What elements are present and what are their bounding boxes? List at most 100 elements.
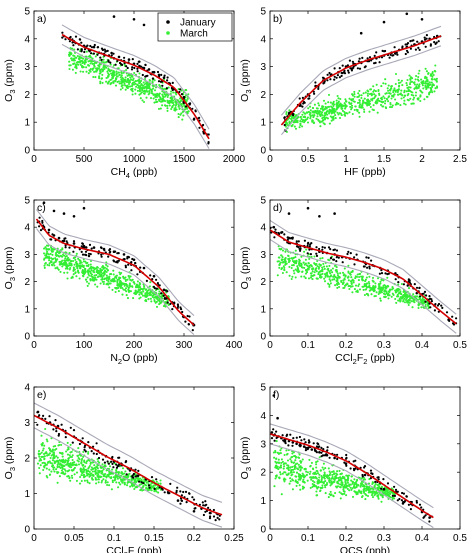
march-point bbox=[279, 473, 282, 476]
upper-envelope-line bbox=[270, 219, 457, 315]
march-point bbox=[416, 83, 419, 86]
march-point bbox=[406, 301, 409, 304]
march-point bbox=[52, 468, 55, 471]
march-point bbox=[322, 462, 325, 465]
march-point bbox=[93, 464, 96, 467]
march-point bbox=[424, 84, 427, 87]
march-point bbox=[362, 279, 365, 282]
march-point bbox=[352, 485, 356, 488]
january-point bbox=[313, 92, 316, 95]
march-point bbox=[131, 79, 134, 82]
march-point bbox=[344, 478, 347, 481]
march-point bbox=[91, 62, 94, 65]
january-point bbox=[212, 515, 216, 518]
march-point bbox=[93, 466, 96, 470]
january-point bbox=[341, 64, 344, 67]
march-point bbox=[71, 469, 74, 472]
march-point bbox=[116, 281, 119, 285]
january-point bbox=[338, 67, 341, 70]
march-point bbox=[365, 292, 368, 295]
march-point bbox=[297, 472, 300, 476]
january-point bbox=[156, 282, 159, 285]
march-point bbox=[309, 117, 312, 120]
march-point bbox=[284, 478, 287, 481]
march-point bbox=[397, 93, 400, 96]
march-point bbox=[133, 484, 136, 487]
january-point bbox=[90, 46, 94, 49]
january-point bbox=[310, 242, 313, 245]
january-point bbox=[336, 457, 339, 461]
march-point bbox=[280, 493, 283, 496]
march-point bbox=[125, 294, 128, 297]
march-point bbox=[142, 290, 145, 293]
march-point bbox=[345, 484, 348, 487]
march-point bbox=[349, 486, 352, 489]
march-point bbox=[351, 269, 354, 272]
march-point bbox=[70, 450, 73, 453]
march-point bbox=[358, 104, 361, 107]
y-tick-label: 2 bbox=[260, 277, 266, 288]
march-point bbox=[380, 500, 383, 503]
january-point bbox=[361, 475, 364, 478]
march-point bbox=[131, 478, 134, 481]
march-point bbox=[313, 113, 316, 117]
march-point bbox=[279, 449, 282, 452]
march-point bbox=[397, 102, 400, 105]
march-point bbox=[114, 286, 117, 289]
march-point bbox=[316, 115, 319, 118]
january-point bbox=[39, 229, 43, 232]
march-point bbox=[85, 264, 88, 267]
march-point bbox=[278, 466, 282, 469]
march-point bbox=[159, 295, 162, 298]
january-point bbox=[391, 494, 394, 497]
march-point bbox=[134, 88, 137, 91]
march-point bbox=[370, 487, 373, 490]
january-point bbox=[89, 44, 92, 48]
march-point bbox=[290, 474, 293, 477]
march-point bbox=[389, 89, 392, 92]
lower-envelope-line bbox=[36, 228, 195, 336]
march-point bbox=[51, 250, 54, 253]
march-point bbox=[343, 267, 346, 270]
march-point bbox=[138, 72, 141, 75]
march-point bbox=[386, 284, 389, 287]
march-point bbox=[341, 105, 344, 108]
march-point bbox=[79, 260, 82, 263]
march-point bbox=[58, 263, 61, 266]
march-point bbox=[62, 263, 66, 267]
january-point bbox=[341, 261, 344, 264]
march-point bbox=[133, 478, 136, 481]
march-point bbox=[426, 301, 429, 304]
march-point bbox=[56, 463, 59, 466]
march-point bbox=[98, 75, 101, 78]
march-point bbox=[328, 275, 331, 278]
x-tick-label: 1.5 bbox=[377, 154, 391, 165]
march-point bbox=[338, 112, 341, 115]
march-point bbox=[66, 441, 69, 444]
march-point bbox=[400, 282, 403, 286]
march-point bbox=[369, 88, 373, 91]
march-point bbox=[70, 455, 73, 459]
march-point bbox=[174, 101, 177, 104]
march-point bbox=[370, 494, 374, 497]
march-point bbox=[102, 272, 105, 275]
march-point bbox=[91, 478, 94, 481]
march-point bbox=[73, 48, 76, 51]
march-point bbox=[286, 473, 289, 477]
march-point bbox=[428, 81, 431, 84]
march-point bbox=[332, 470, 335, 473]
january-point bbox=[145, 75, 148, 78]
march-point bbox=[36, 462, 40, 465]
march-point bbox=[99, 466, 102, 469]
march-point bbox=[299, 488, 302, 491]
y-tick-label: 4 bbox=[24, 383, 30, 394]
march-point bbox=[276, 451, 279, 454]
march-point bbox=[161, 104, 164, 107]
january-point bbox=[72, 242, 76, 245]
march-point bbox=[279, 464, 283, 467]
march-point bbox=[155, 480, 158, 483]
march-point bbox=[98, 59, 101, 62]
march-point bbox=[311, 114, 314, 117]
march-point bbox=[380, 96, 383, 99]
january-point bbox=[92, 445, 95, 448]
